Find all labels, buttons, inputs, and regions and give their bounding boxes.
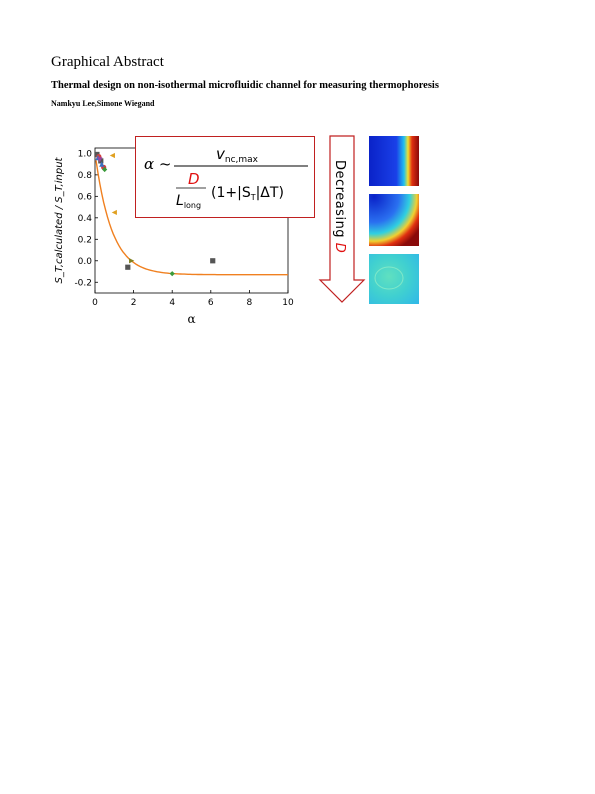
data-point: [210, 258, 216, 264]
formula-numerator: vnc,max: [216, 145, 259, 165]
y-tick-label: -0.2: [74, 278, 92, 288]
y-axis-label: S_T,calculated / S_T,input: [54, 156, 65, 283]
data-point: [98, 158, 104, 164]
x-tick-label: 10: [282, 298, 294, 308]
y-tick-label: 0.0: [78, 257, 93, 267]
decreasing-arrow: [318, 135, 366, 303]
x-tick-label: 6: [208, 298, 214, 308]
data-point: [109, 152, 115, 159]
y-tick-label: 1.0: [78, 149, 93, 159]
decreasing-d-label: Decreasing D: [332, 160, 347, 254]
x-tick-label: 2: [131, 298, 137, 308]
data-point: [125, 264, 131, 270]
x-axis-label: α: [187, 312, 195, 326]
data-point: [99, 161, 105, 167]
alpha-formula-box: α ~ vnc,max D Llong (1+|ST|ΔT): [135, 136, 315, 218]
graphical-abstract-heading: Graphical Abstract: [51, 54, 164, 70]
temperature-field-thumbnail-1: [369, 136, 419, 186]
x-tick-label: 4: [169, 298, 175, 308]
y-tick-label: 0.4: [78, 214, 93, 224]
y-tick-label: 0.2: [78, 235, 92, 245]
fit-curve: [95, 160, 288, 276]
data-point: [129, 258, 135, 264]
temperature-field-thumbnail-3: [369, 254, 419, 304]
author-list: Namkyu Lee,Simone Wiegand: [51, 99, 155, 108]
formula-lhs: α ~: [144, 155, 171, 173]
data-point: [169, 271, 175, 277]
y-tick-label: 0.6: [78, 192, 93, 202]
temperature-field-thumbnail-2: [369, 194, 419, 246]
paper-title: Thermal design on non-isothermal microfl…: [51, 80, 439, 91]
data-point: [97, 157, 103, 163]
data-point: [94, 151, 100, 158]
formula-d-red: D: [188, 170, 200, 188]
formula-l-long: Llong: [176, 193, 201, 210]
data-point: [102, 166, 108, 173]
thermophoresis-chart: 0 2 4 6 8 10 -0.2 0.0 0.2 0.4 0.6 0.8 1.0 α S_T,calcul…: [54, 147, 294, 326]
y-tick-label: 0.8: [78, 171, 93, 181]
formula-denominator-tail: (1+|ST|ΔT): [211, 185, 284, 202]
x-tick-label: 0: [92, 298, 98, 308]
alpha-formula: α ~ vnc,max D Llong (1+|ST|ΔT): [144, 145, 308, 210]
data-point: [111, 209, 117, 216]
x-tick-label: 8: [247, 298, 253, 308]
